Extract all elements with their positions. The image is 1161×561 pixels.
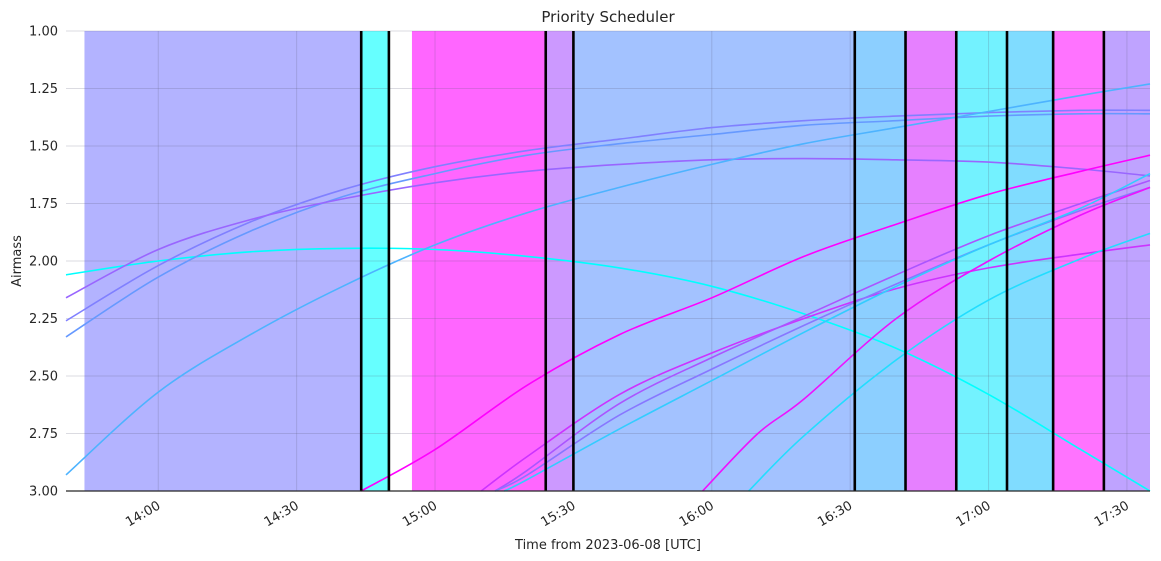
y-tick-label-7: 2.50 [29,370,58,385]
x-tick-label-5: 16:00 [677,498,717,530]
airmass-curve-6 [360,154,1151,492]
x-tick-label-4: 15:30 [538,498,578,530]
x-axis-label: Time from 2023-06-08 [UTC] [514,538,701,553]
y-tick-label-5: 2.00 [29,255,58,270]
airmass-curve-7 [480,244,1151,492]
x-tick-label-8: 17:30 [1092,498,1132,530]
airmass-curve-5 [65,83,1151,476]
x-tick-label-7: 17:00 [954,498,994,530]
airmass-curve-1 [65,247,1151,492]
x-tick-label-1: 14:00 [123,498,163,530]
y-tick-label-4: 1.75 [29,197,58,212]
y-tick-label-8: 2.75 [29,427,58,442]
x-tick-label-6: 16:30 [815,498,855,530]
schedule-boundaries [359,31,1106,491]
y-tick-label-2: 1.25 [29,82,58,97]
schedule-block-6 [854,31,906,491]
airmass-curve-2 [65,109,1151,322]
x-tick-labels: 14:00 14:30 15:00 15:30 16:00 16:30 17:00 17:30 [123,498,1132,530]
x-tick-label-3: 15:00 [400,498,440,530]
airmass-curves [65,83,1151,492]
airmass-curve-12 [748,232,1151,492]
schedule-block-2 [361,31,389,491]
airmass-curve-8 [494,179,1151,492]
schedule-block-8 [956,31,1008,491]
y-axis-label: Airmass [10,235,25,287]
y-tick-label-3: 1.50 [29,140,58,155]
y-tick-label-9: 3.00 [29,485,58,500]
airmass-curve-4 [65,157,1151,299]
y-tick-label-1: 1.00 [29,25,58,40]
airmass-curve-3 [65,112,1151,338]
x-tick-label-2: 14:30 [262,498,302,530]
chart-title: Priority Scheduler [541,8,675,26]
y-tick-label-6: 2.25 [29,312,58,327]
schedule-block-3 [411,31,546,491]
airmass-curve-10 [503,172,1151,492]
airmass-curve-11 [702,186,1151,492]
y-tick-labels: 1.00 1.25 1.50 1.75 2.00 2.25 2.50 2.75 3.00 [29,25,58,500]
schedule-block-11 [1103,31,1150,491]
schedule-block-10 [1053,31,1104,491]
